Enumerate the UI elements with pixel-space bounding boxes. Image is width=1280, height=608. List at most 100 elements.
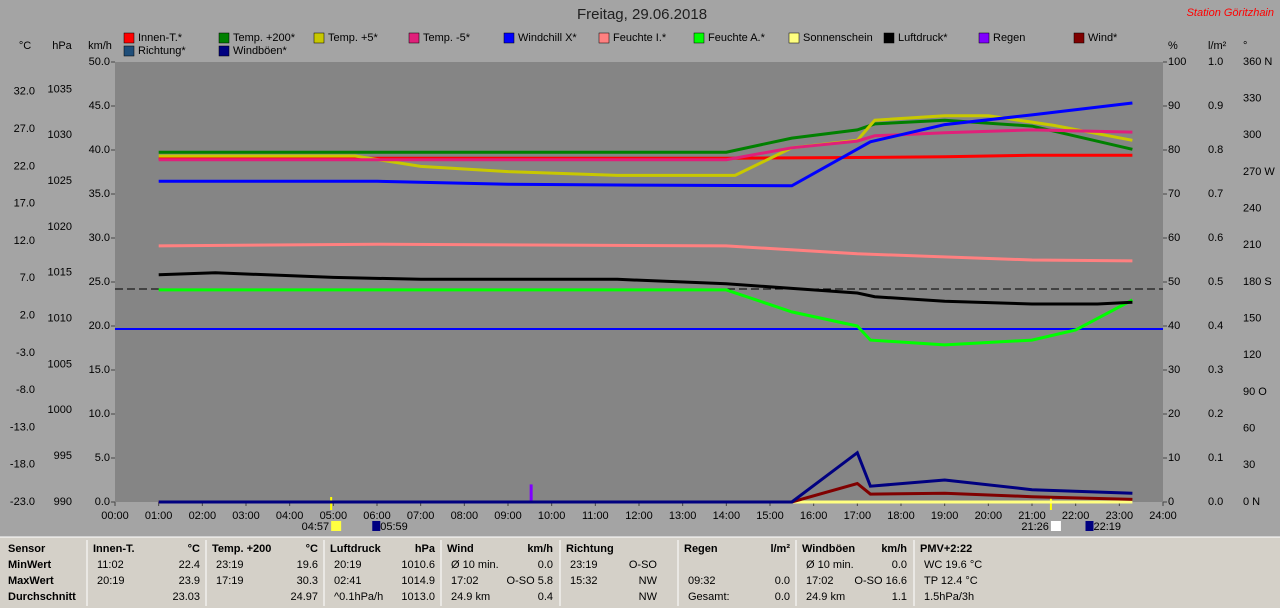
- y-tick-label: 22.0: [14, 160, 35, 172]
- legend-label: Wind*: [1088, 32, 1118, 44]
- cell-time: 1.5hPa/3h: [924, 591, 974, 603]
- y-tick-label: 1020: [48, 221, 72, 233]
- column-unit: °C: [188, 543, 200, 555]
- y-tick-label: 330: [1243, 93, 1261, 105]
- legend-label: Regen: [993, 32, 1025, 44]
- cell-value: 1.1: [892, 591, 907, 603]
- y-tick-label: 120: [1243, 349, 1261, 361]
- axis-unit: °C: [19, 40, 31, 52]
- series-line: [158, 288, 1134, 347]
- y-tick-label: 0.0: [1208, 496, 1223, 508]
- y-tick-label: 20.0: [89, 320, 110, 332]
- legend-swatch: [1073, 32, 1085, 44]
- cell-value: NW: [639, 575, 658, 587]
- x-tick-label: 17:00: [844, 510, 872, 522]
- x-tick-label: 08:00: [451, 510, 479, 522]
- y-tick-label: 5.0: [95, 452, 110, 464]
- plot-area: [115, 62, 1163, 502]
- column-header: Innen-T.: [93, 543, 135, 555]
- series-line: [158, 101, 1133, 188]
- y-tick-label: 1000: [48, 404, 72, 416]
- y-tick-label: 60: [1243, 423, 1255, 435]
- cell-value: 0.0: [892, 559, 907, 571]
- cell-value: 0.4: [538, 591, 553, 603]
- y-tick-label: 0.4: [1208, 320, 1223, 332]
- y-tick-label: 300: [1243, 129, 1261, 141]
- x-tick-label: 20:00: [975, 510, 1003, 522]
- cell-time: 24.9 km: [806, 591, 845, 603]
- legend-swatch: [123, 32, 135, 44]
- cell-time: 11:02: [97, 559, 124, 571]
- y-tick-label: 0.2: [1208, 408, 1223, 420]
- y-tick-label: 150: [1243, 313, 1261, 325]
- legend-label: Temp. -5*: [423, 32, 471, 44]
- cell-value: O-SO: [629, 559, 658, 571]
- legend-swatch: [313, 32, 325, 44]
- cell-time: Gesamt:: [688, 591, 730, 603]
- cell-time: 23:19: [570, 559, 598, 571]
- legend-label: Temp. +200*: [233, 32, 296, 44]
- cell-value: 30.3: [297, 575, 318, 587]
- legend-swatch: [218, 45, 230, 57]
- legend-swatch: [123, 45, 135, 57]
- row-label: Durchschnitt: [8, 591, 76, 603]
- series-line: [158, 242, 1133, 263]
- y-tick-label: 10: [1168, 452, 1180, 464]
- x-tick-label: 24:00: [1149, 510, 1177, 522]
- cell-time: 20:19: [334, 559, 362, 571]
- x-tick-label: 06:00: [363, 510, 391, 522]
- y-tick-label: 50: [1168, 276, 1180, 288]
- y-tick-label: 0.1: [1208, 452, 1223, 464]
- y-tick-label: 12.0: [14, 235, 35, 247]
- x-tick-label: 05:00: [320, 510, 348, 522]
- cell-time: 02:41: [334, 575, 362, 587]
- x-tick-label: 04:00: [276, 510, 304, 522]
- sun-time: 22:19: [1093, 521, 1121, 533]
- y-tick-label: 30.0: [89, 232, 110, 244]
- x-tick-label: 13:00: [669, 510, 697, 522]
- x-tick-label: 01:00: [145, 510, 173, 522]
- x-tick-label: 18:00: [887, 510, 915, 522]
- legend-swatch: [408, 32, 420, 44]
- y-tick-label: 0.9: [1208, 100, 1223, 112]
- cell-time: ^0.1hPa/h: [334, 591, 383, 603]
- y-tick-label: 1015: [48, 267, 72, 279]
- y-tick-label: 40: [1168, 320, 1180, 332]
- x-tick-label: 12:00: [625, 510, 653, 522]
- cell-time: 24.9 km: [451, 591, 490, 603]
- cell-value: 1010.6: [401, 559, 435, 571]
- series-line: [158, 128, 1133, 162]
- moon-icon: [1085, 521, 1094, 531]
- column-unit: °C: [306, 543, 318, 555]
- y-tick-label: 0: [1168, 496, 1174, 508]
- x-tick-label: 07:00: [407, 510, 435, 522]
- cell-time: Ø 10 min.: [451, 559, 499, 571]
- y-tick-label: 1.0: [1208, 56, 1223, 68]
- legend-swatch: [788, 32, 800, 44]
- x-tick-label: 00:00: [101, 510, 129, 522]
- column-header: Richtung: [566, 543, 614, 555]
- y-tick-label: 0.0: [95, 496, 110, 508]
- y-tick-label: -18.0: [10, 459, 35, 471]
- cell-time: TP 12.4 °C: [924, 575, 978, 587]
- legend-swatch: [218, 32, 230, 44]
- y-tick-label: 1005: [48, 358, 72, 370]
- y-tick-label: 2.0: [20, 309, 35, 321]
- column-unit: km/h: [881, 543, 907, 555]
- cell-value: 1014.9: [401, 575, 435, 587]
- y-tick-label: 360 N: [1243, 56, 1272, 68]
- legend-swatch: [978, 32, 990, 44]
- y-tick-label: 0 N: [1243, 496, 1260, 508]
- y-tick-label: 90 O: [1243, 386, 1267, 398]
- y-tick-label: 995: [54, 450, 72, 462]
- x-tick-label: 10:00: [538, 510, 566, 522]
- y-tick-label: 7.0: [20, 272, 35, 284]
- y-tick-label: 32.0: [14, 86, 35, 98]
- y-tick-label: 210: [1243, 239, 1261, 251]
- x-tick-label: 09:00: [494, 510, 522, 522]
- y-tick-label: -8.0: [16, 384, 35, 396]
- table-panel: [0, 537, 1280, 608]
- row-label: MinWert: [8, 559, 52, 571]
- column-unit: l/m²: [770, 543, 790, 555]
- legend-label: Windböen*: [233, 45, 288, 57]
